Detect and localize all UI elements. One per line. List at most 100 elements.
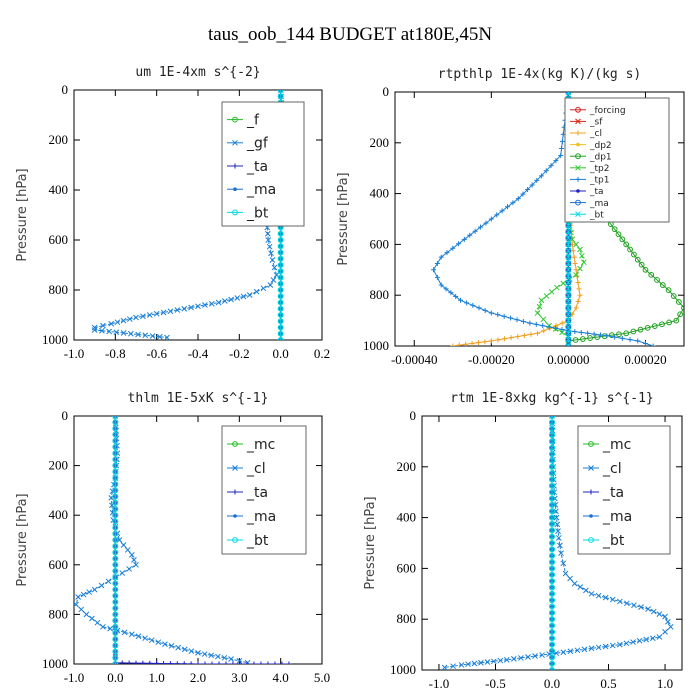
y-tick-label: 0	[383, 84, 390, 99]
data-point	[541, 328, 547, 334]
data-point	[565, 235, 572, 241]
data-point	[450, 245, 456, 251]
data-point	[75, 594, 81, 600]
y-tick-label: 200	[49, 458, 69, 473]
data-point	[549, 502, 555, 508]
data-point	[112, 462, 119, 469]
data-point	[549, 457, 555, 464]
data-point	[635, 338, 641, 344]
data-point	[559, 145, 565, 151]
data-point	[155, 639, 162, 646]
data-point	[650, 608, 657, 615]
data-point	[277, 318, 284, 325]
data-point	[565, 336, 572, 343]
data-point	[461, 236, 467, 242]
data-point	[484, 659, 491, 665]
legend-item: _cl	[227, 461, 266, 477]
data-point	[112, 555, 119, 562]
data-point	[553, 323, 559, 329]
y-tick-label: 600	[370, 236, 390, 251]
data-point	[112, 468, 119, 475]
legend-marker	[575, 211, 581, 218]
legend-marker	[232, 116, 238, 123]
legend-marker	[576, 142, 580, 147]
data-point	[662, 613, 668, 620]
legend-box	[564, 97, 670, 223]
data-point	[112, 530, 119, 537]
data-point	[619, 236, 626, 243]
data-point	[112, 586, 119, 593]
data-point	[494, 212, 500, 218]
data-point	[549, 660, 555, 667]
x-tick-label: -0.2	[229, 346, 250, 361]
y-axis-label: Pressure [hPa]	[15, 493, 30, 586]
data-point	[644, 324, 651, 331]
data-point	[505, 204, 511, 210]
data-point	[565, 279, 572, 286]
data-point	[565, 235, 572, 241]
legend-box	[221, 101, 305, 227]
data-point	[554, 521, 561, 528]
data-point	[112, 481, 119, 488]
data-point	[520, 191, 526, 197]
data-point	[577, 246, 583, 253]
panel-title: um 1E-4xm s^{-2}	[135, 65, 260, 80]
data-point	[565, 92, 572, 95]
data-point	[543, 293, 550, 299]
data-point	[153, 310, 160, 317]
data-point	[431, 267, 437, 273]
data-point	[154, 660, 160, 664]
data-point	[89, 615, 95, 622]
y-tick-label: 800	[49, 282, 69, 297]
data-point	[574, 647, 581, 654]
figure-title: taus_oob_144 BUDGET at180E,45N	[208, 24, 492, 45]
data-point	[202, 302, 208, 308]
plot-frame	[394, 91, 685, 347]
data-point	[631, 251, 637, 258]
data-point	[188, 661, 194, 664]
data-point	[525, 187, 531, 193]
legend-label: _ta	[589, 187, 604, 197]
y-tick-label: 400	[49, 182, 69, 197]
data-point	[112, 537, 119, 543]
data-point	[565, 247, 572, 254]
data-point	[549, 616, 555, 623]
data-point	[251, 661, 257, 664]
data-point	[453, 293, 459, 299]
legend-marker	[588, 489, 594, 495]
legend-marker	[232, 441, 238, 447]
data-point	[623, 640, 630, 647]
data-point	[112, 431, 119, 438]
data-point	[627, 337, 633, 343]
data-point	[126, 316, 133, 322]
data-point	[656, 611, 663, 617]
data-point	[147, 660, 153, 664]
data-point	[580, 259, 587, 266]
data-point	[471, 660, 478, 667]
data-point	[188, 304, 194, 311]
x-tick-label: -1.0	[429, 676, 450, 691]
data-point	[549, 540, 555, 546]
data-point	[195, 649, 201, 656]
y-tick-label: 1000	[42, 332, 68, 347]
data-point	[208, 652, 215, 659]
data-point	[112, 518, 119, 525]
data-point	[585, 330, 591, 336]
data-point	[508, 315, 514, 321]
data-point	[443, 286, 449, 292]
data-point	[536, 303, 543, 310]
data-point	[602, 594, 609, 601]
data-point	[502, 336, 508, 342]
data-point	[167, 308, 174, 315]
legend-label: _ma	[246, 509, 276, 525]
data-point	[638, 604, 644, 610]
data-point	[510, 200, 516, 206]
data-point	[112, 450, 119, 457]
data-point	[638, 261, 645, 268]
data-point	[565, 260, 572, 267]
plot-area	[74, 416, 292, 664]
data-point	[546, 324, 552, 330]
data-point	[456, 342, 462, 346]
data-point	[549, 470, 555, 477]
x-tick-label: 0.2	[314, 346, 330, 361]
